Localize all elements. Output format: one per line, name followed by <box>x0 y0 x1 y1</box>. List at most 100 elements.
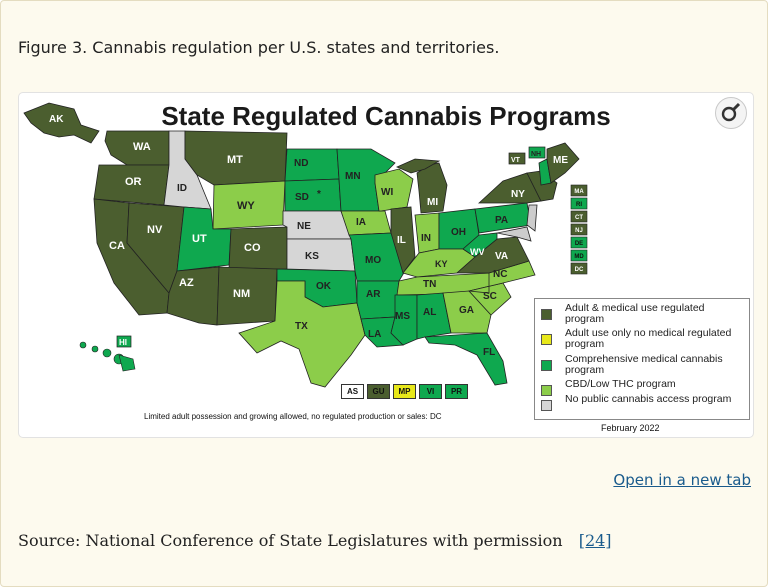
label-FL: FL <box>483 347 495 358</box>
label-SC: SC <box>483 291 497 302</box>
label-VT: VT <box>511 157 521 164</box>
label-NV: NV <box>147 224 163 236</box>
state-WV <box>462 232 498 258</box>
state-MI-upper <box>396 158 441 174</box>
territory-vi: VI <box>419 384 442 399</box>
territory-pr: PR <box>445 384 468 399</box>
legend-swatch <box>541 400 552 411</box>
label-LA: LA <box>368 329 381 340</box>
state-HI <box>79 341 136 372</box>
label-IA: IA <box>356 217 366 228</box>
label-IL: IL <box>397 235 406 246</box>
ne-label-ct: CT <box>575 215 583 221</box>
legend-swatch <box>541 385 552 396</box>
label-WA: WA <box>133 141 151 153</box>
figure-image[interactable]: State Regulated Cannabis Programs <box>18 92 754 438</box>
label-WV: WV <box>470 247 485 257</box>
label-IN: IN <box>421 233 431 244</box>
state-NJ <box>526 204 538 232</box>
state-SD <box>284 178 342 212</box>
vt-box <box>508 152 526 165</box>
label-NY: NY <box>511 189 525 200</box>
label-MI: MI <box>427 197 438 208</box>
ne-box-de <box>570 236 588 249</box>
source-text: Source: National Conference of State Leg… <box>18 531 563 550</box>
label-CA: CA <box>109 240 125 252</box>
state-NE <box>282 210 352 240</box>
label-AL: AL <box>423 307 436 318</box>
label-MN: MN <box>345 171 361 182</box>
source-citation: Source: National Conference of State Leg… <box>18 531 612 550</box>
ne-label-md: MD <box>574 254 584 260</box>
figure-date: February 2022 <box>601 423 660 433</box>
label-PA: PA <box>495 215 508 226</box>
ne-box-nj <box>570 223 588 236</box>
label-KS: KS <box>305 251 319 262</box>
ne-box-dc <box>570 262 588 275</box>
legend-swatch <box>541 334 552 345</box>
northeast-state-boxes: MA RI CT NJ DE MD DC <box>570 184 588 275</box>
figure-caption: Figure 3. Cannabis regulation per U.S. s… <box>18 38 500 57</box>
legend-swatch <box>541 360 552 371</box>
nh-box <box>528 146 546 159</box>
state-KS <box>286 238 356 272</box>
ne-label-de: DE <box>575 241 583 247</box>
legend: Adult & medical use regulated program Adu… <box>534 298 750 420</box>
label-WI: WI <box>381 187 393 198</box>
label-NH: NH <box>531 151 541 158</box>
open-in-new-tab-link[interactable]: Open in a new tab <box>613 471 751 489</box>
label-ND: ND <box>294 158 308 169</box>
label-NE: NE <box>297 221 311 232</box>
ne-box-md <box>570 249 588 262</box>
state-IA <box>340 210 392 236</box>
label-UT: UT <box>192 233 207 245</box>
ne-box-ct <box>570 210 588 223</box>
sd-marker: * <box>317 189 321 200</box>
label-OR: OR <box>125 176 142 188</box>
state-TX <box>238 280 366 388</box>
state-AR <box>356 280 400 320</box>
territory-gu: GU <box>367 384 390 399</box>
label-ID: ID <box>177 183 187 194</box>
territory-as: AS <box>341 384 364 399</box>
ne-label-nj: NJ <box>575 228 583 234</box>
label-GA: GA <box>459 305 474 316</box>
reference-link[interactable]: [24] <box>578 531 612 550</box>
ne-box-ri <box>570 197 588 210</box>
label-NC: NC <box>493 269 507 280</box>
state-GA <box>442 290 492 334</box>
state-AK <box>23 102 100 144</box>
label-TX: TX <box>295 321 308 332</box>
label-CO: CO <box>244 242 261 254</box>
state-MD <box>496 226 532 242</box>
legend-label: Adult & medical use regulated program <box>565 302 705 325</box>
territory-mp: MP <box>393 384 416 399</box>
legend-label: CBD/Low THC program <box>565 378 676 390</box>
label-OK: OK <box>316 281 332 292</box>
dc-note: Limited adult possession and growing all… <box>144 412 442 421</box>
legend-label: No public cannabis access program <box>565 393 732 405</box>
legend-label: Adult use only no medical regulated prog… <box>565 327 732 350</box>
legend-swatch <box>541 309 552 320</box>
label-AZ: AZ <box>179 277 194 289</box>
label-OH: OH <box>451 227 466 238</box>
us-map: MA RI CT NJ DE MD DC AK WA OR CA NV ID MT WY U… <box>23 102 588 388</box>
legend-label: Comprehensive medical cannabis program <box>565 353 723 376</box>
label-SD: SD <box>295 192 309 203</box>
magnifier-icon[interactable] <box>715 97 747 129</box>
ne-label-ma: MA <box>574 189 584 195</box>
ne-label-dc: DC <box>575 267 584 273</box>
ne-label-ri: RI <box>576 202 582 208</box>
label-AK: AK <box>49 114 64 125</box>
state-FL <box>424 332 508 386</box>
label-WY: WY <box>237 200 255 212</box>
label-MS: MS <box>395 311 410 322</box>
label-AR: AR <box>366 289 381 300</box>
label-KY: KY <box>435 259 448 269</box>
label-HI: HI <box>119 338 127 347</box>
hi-box <box>116 335 132 348</box>
label-MO: MO <box>365 255 381 266</box>
state-ME <box>546 142 580 184</box>
label-ME: ME <box>553 155 568 166</box>
